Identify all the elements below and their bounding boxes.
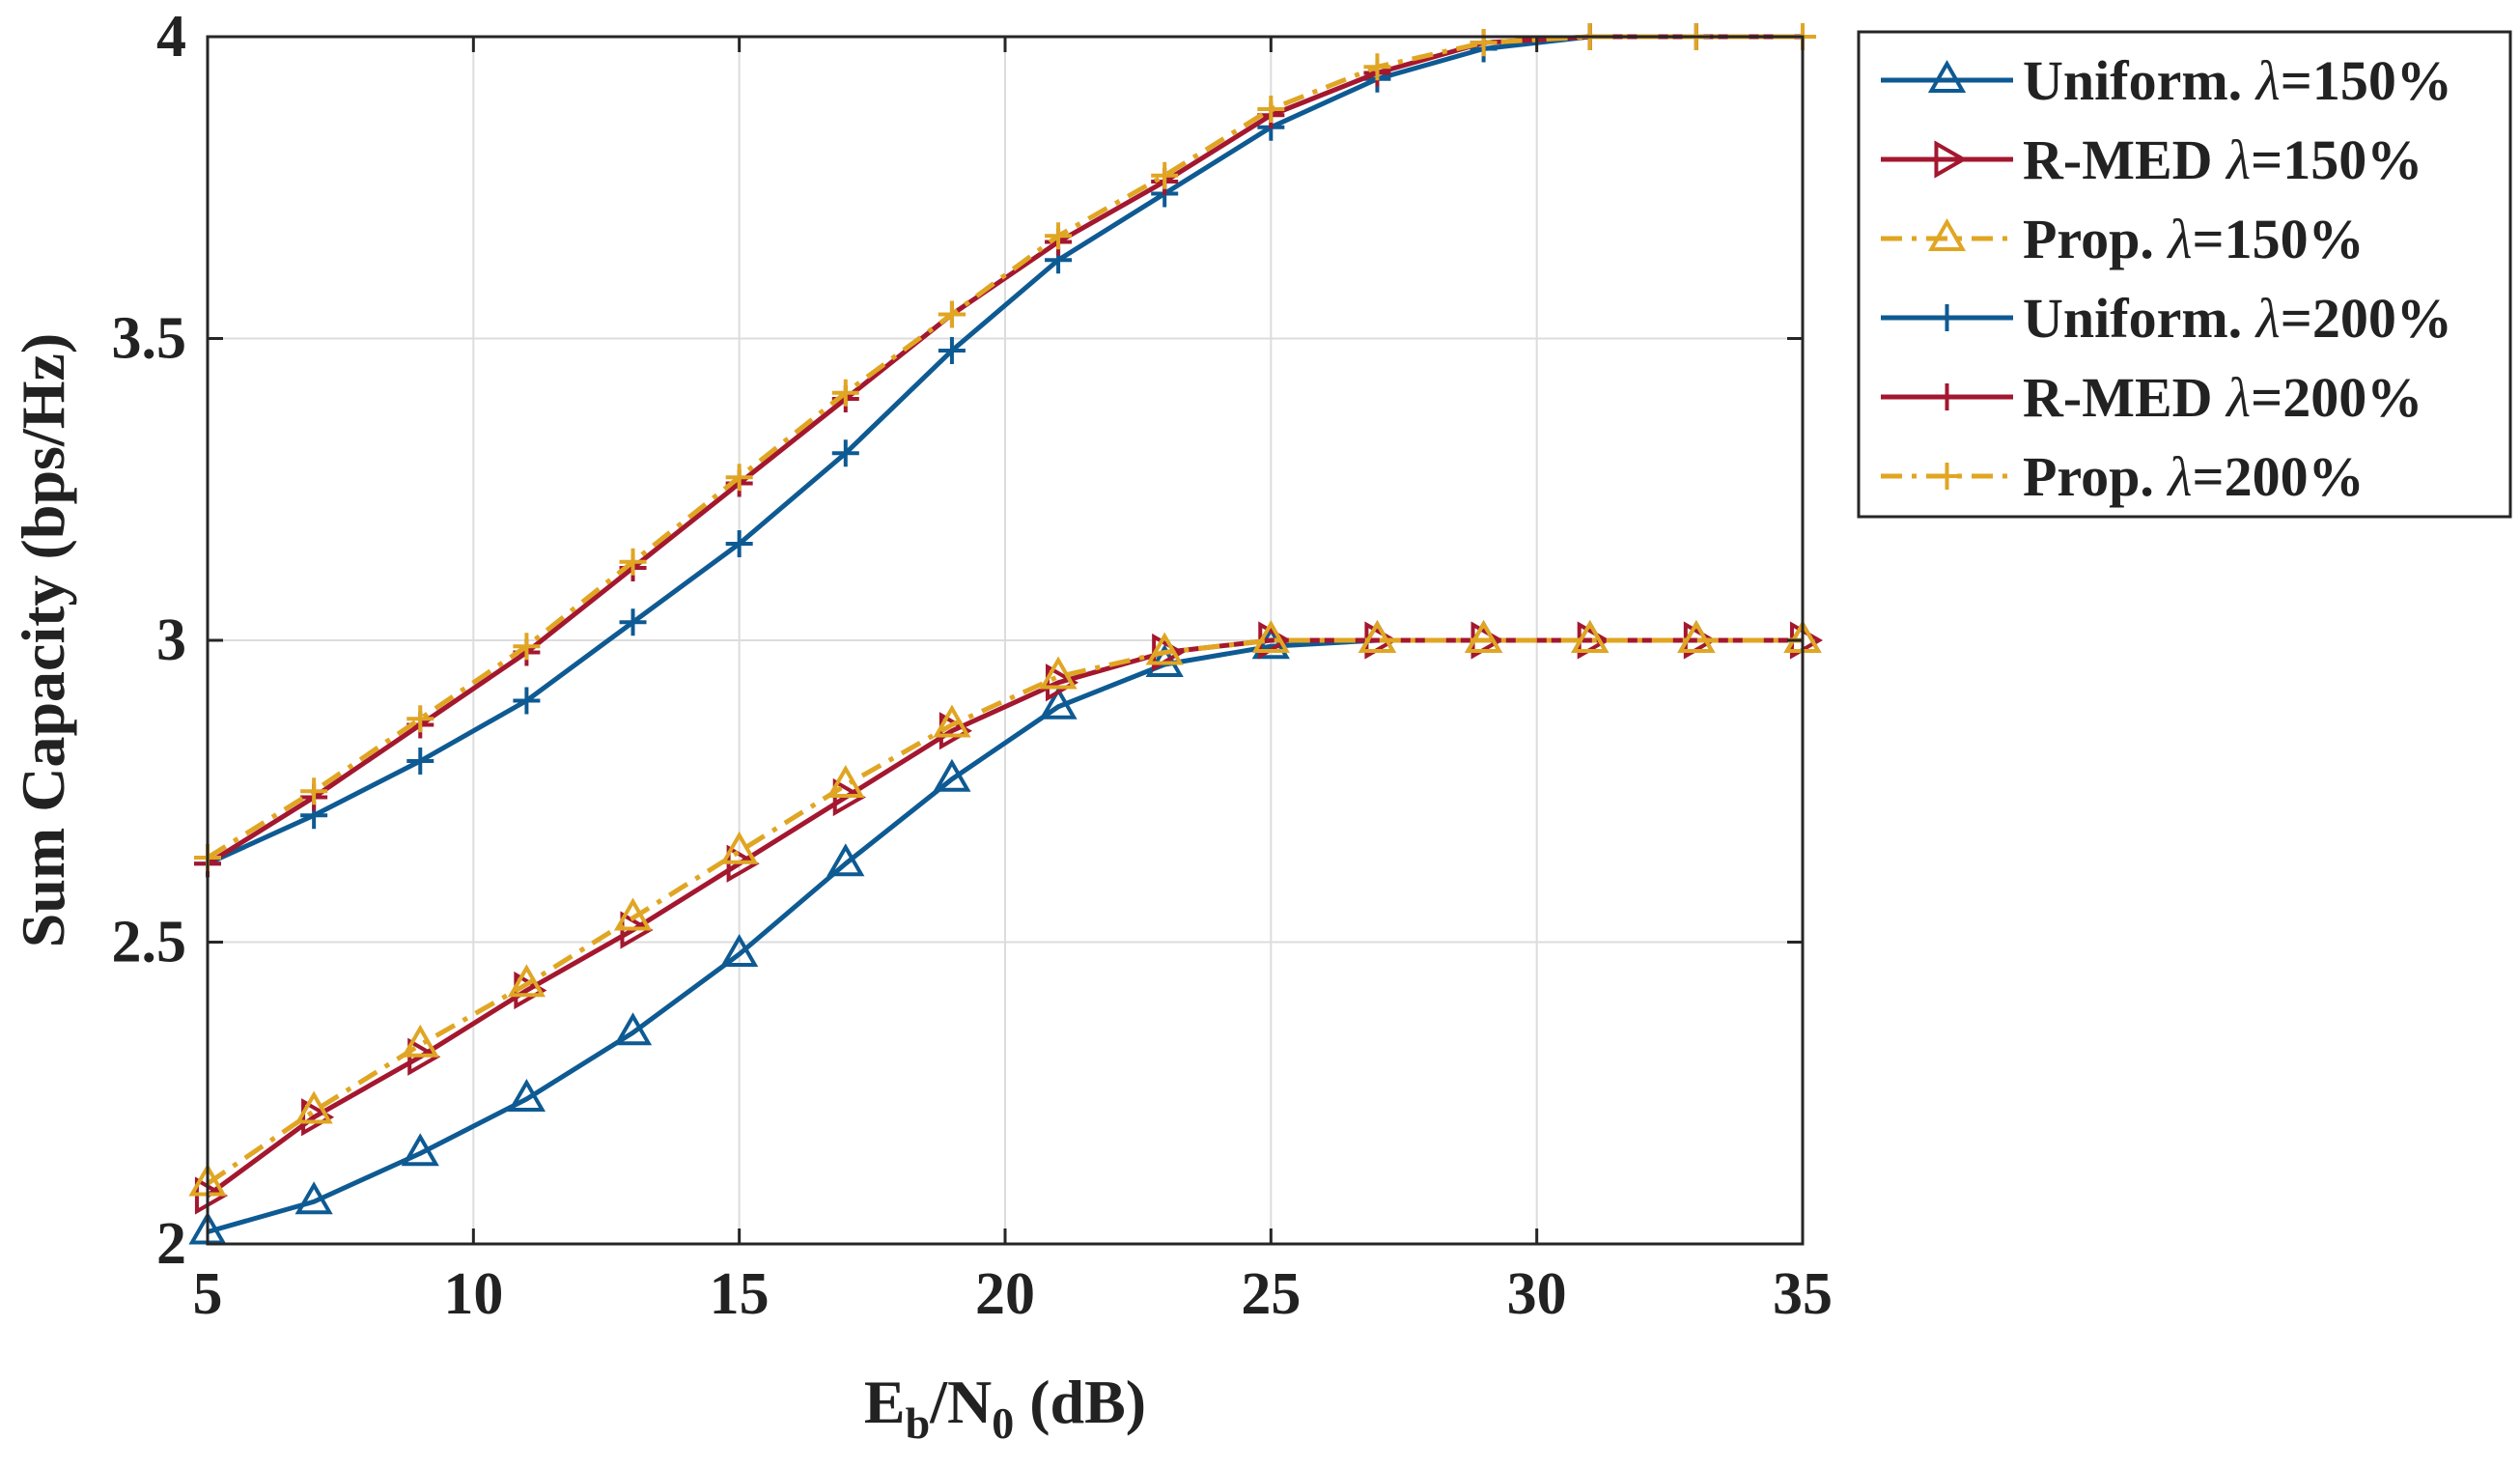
y-tick-label: 2 <box>156 1211 186 1277</box>
legend-label: Prop. λ=200% <box>2023 445 2365 508</box>
data-point-prop-lambda-150pct <box>1145 632 1184 665</box>
legend-marker <box>1933 304 1961 331</box>
y-axis-label: Sum Capacity (bps/Hz) <box>9 333 77 948</box>
data-point-uniform-lambda-150pct <box>401 1133 439 1167</box>
x-tick-label: 30 <box>1507 1261 1567 1327</box>
data-point-prop-lambda-150pct <box>613 897 653 931</box>
legend-entry-uniform-lambda-150pct: Uniform. λ=150% <box>1881 49 2452 112</box>
data-point-prop-lambda-150pct <box>1251 619 1290 654</box>
data-point-prop-lambda-200pct <box>619 548 647 576</box>
data-point-prop-lambda-150pct <box>507 964 546 998</box>
data-point-prop-lambda-200pct <box>406 705 434 733</box>
data-point-prop-lambda-150pct <box>401 1024 439 1058</box>
data-point-prop-lambda-150pct <box>1464 619 1503 654</box>
data-point-uniform-lambda-150pct <box>294 1181 333 1215</box>
legend-entry-prop-lambda-150pct: Prop. λ=150% <box>1881 208 2365 270</box>
series-prop-lambda-150pct <box>188 619 1822 1197</box>
x-tick-label: 10 <box>443 1261 503 1327</box>
y-tick-label: 4 <box>156 4 186 70</box>
legend-entry-r-med-lambda-200pct: R-MED λ=200% <box>1881 366 2422 429</box>
data-point-uniform-lambda-200pct <box>619 608 647 636</box>
data-point-r-med-lambda-150pct <box>1046 663 1079 702</box>
legend-entry-r-med-lambda-150pct: R-MED λ=150% <box>1881 128 2422 191</box>
data-point-prop-lambda-150pct <box>1571 619 1610 654</box>
legend-marker <box>1933 383 1961 410</box>
data-point-prop-lambda-150pct <box>294 1090 333 1124</box>
x-tick-label: 5 <box>193 1261 223 1327</box>
data-point-prop-lambda-150pct <box>826 764 865 799</box>
data-point-uniform-lambda-150pct <box>826 843 865 877</box>
data-point-prop-lambda-200pct <box>1363 53 1391 81</box>
data-point-prop-lambda-200pct <box>300 777 328 805</box>
data-point-prop-lambda-200pct <box>513 633 541 661</box>
data-point-r-med-lambda-150pct <box>301 1098 335 1137</box>
y-tick-label: 3.5 <box>112 306 187 372</box>
x-tick-label: 35 <box>1773 1261 1833 1327</box>
y-tick-label: 2.5 <box>112 910 187 975</box>
y-tick-label: 3 <box>156 607 186 673</box>
data-point-uniform-lambda-150pct <box>1039 686 1078 720</box>
legend-box <box>1857 30 2512 519</box>
x-axis-label-sep: /N <box>929 1368 992 1436</box>
x-tick-label: 15 <box>710 1261 770 1327</box>
data-point-uniform-lambda-200pct <box>831 439 859 467</box>
legend-entry-uniform-lambda-200pct: Uniform. λ=200% <box>1881 287 2452 350</box>
axis-ticks <box>206 35 1805 1246</box>
data-point-uniform-lambda-150pct <box>613 1012 653 1046</box>
legend-label: Uniform. λ=200% <box>2023 287 2452 350</box>
data-point-uniform-lambda-200pct <box>938 337 966 364</box>
legend-marker <box>1927 59 1967 94</box>
legend-marker <box>1927 217 1967 252</box>
data-point-prop-lambda-150pct <box>1677 619 1716 654</box>
x-axis-label: Eb/N0 (dB) <box>864 1368 1146 1448</box>
data-point-prop-lambda-150pct <box>1358 619 1397 654</box>
x-tick-label: 20 <box>975 1261 1035 1327</box>
legend-label: Uniform. λ=150% <box>2023 49 2452 112</box>
legend-entry-prop-lambda-200pct: Prop. λ=200% <box>1881 445 2365 508</box>
data-point-prop-lambda-200pct <box>1151 161 1179 189</box>
series-line-prop-lambda-150pct <box>206 637 1803 1186</box>
data-point-prop-lambda-150pct <box>720 831 759 864</box>
data-point-uniform-lambda-150pct <box>507 1078 546 1113</box>
legend-marker <box>1934 140 1968 179</box>
x-tick-label: 25 <box>1241 1261 1301 1327</box>
legend-label: R-MED λ=200% <box>2023 366 2422 429</box>
legend-label: R-MED λ=150% <box>2023 128 2422 191</box>
legend: Uniform. λ=150% R-MED λ=150% Prop. λ=150% U… <box>1857 30 2512 519</box>
legend-marker <box>1933 463 1961 490</box>
data-point-uniform-lambda-200pct <box>513 687 541 715</box>
x-axis-label-unit: (dB) <box>1014 1368 1146 1436</box>
data-point-uniform-lambda-200pct <box>406 748 434 775</box>
x-axis-label-sub-b: b <box>906 1398 931 1448</box>
x-axis-label-base: E <box>864 1368 906 1436</box>
data-point-prop-lambda-200pct <box>1470 29 1498 57</box>
data-point-prop-lambda-150pct <box>933 704 971 738</box>
x-axis-label-sub-0: 0 <box>992 1398 1014 1448</box>
data-point-prop-lambda-200pct <box>725 464 753 492</box>
data-point-prop-lambda-200pct <box>938 300 966 328</box>
data-point-prop-lambda-200pct <box>831 379 859 407</box>
data-point-uniform-lambda-200pct <box>725 530 753 557</box>
data-point-uniform-lambda-150pct <box>933 758 971 792</box>
data-point-prop-lambda-200pct <box>1045 222 1073 250</box>
legend-label: Prop. λ=150% <box>2023 208 2365 270</box>
data-point-prop-lambda-200pct <box>1257 96 1285 123</box>
data-point-uniform-lambda-150pct <box>720 933 759 968</box>
data-point-prop-lambda-150pct <box>1039 656 1078 690</box>
series-line-prop-lambda-200pct <box>206 34 1803 861</box>
